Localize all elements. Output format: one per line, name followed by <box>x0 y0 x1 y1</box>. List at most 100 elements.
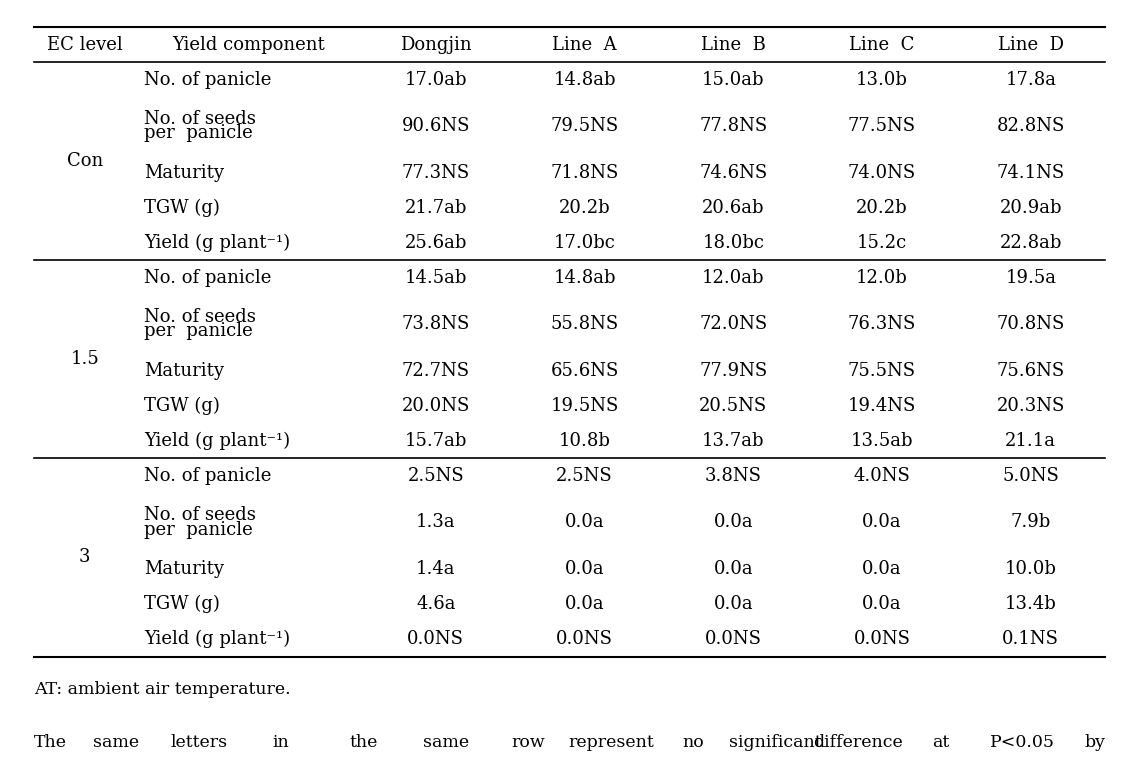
Text: The: The <box>34 733 67 751</box>
Text: No. of panicle: No. of panicle <box>144 269 272 287</box>
Text: TGW (g): TGW (g) <box>144 198 221 217</box>
Text: 3.8NS: 3.8NS <box>705 467 762 485</box>
Text: 4.0NS: 4.0NS <box>854 467 911 485</box>
Text: 12.0ab: 12.0ab <box>702 269 764 287</box>
Text: 1.5: 1.5 <box>70 350 99 369</box>
Text: Line  D: Line D <box>998 35 1064 53</box>
Text: 15.2c: 15.2c <box>857 234 907 251</box>
Text: TGW (g): TGW (g) <box>144 396 221 415</box>
Text: 74.0NS: 74.0NS <box>848 163 916 181</box>
Text: 19.4NS: 19.4NS <box>848 397 916 415</box>
Text: 13.4b: 13.4b <box>1005 595 1056 613</box>
Text: 22.8ab: 22.8ab <box>999 234 1062 251</box>
Text: Line  B: Line B <box>700 35 765 53</box>
Text: 0.0a: 0.0a <box>862 560 902 577</box>
Text: 1.4a: 1.4a <box>416 560 456 577</box>
Text: 82.8NS: 82.8NS <box>997 117 1065 135</box>
Text: Dongjin: Dongjin <box>400 35 472 53</box>
Text: letters: letters <box>171 733 227 751</box>
Text: 90.6NS: 90.6NS <box>401 117 470 135</box>
Text: per  panicle: per panicle <box>144 124 254 143</box>
Text: row: row <box>512 733 546 751</box>
Text: 0.0a: 0.0a <box>713 595 753 613</box>
Text: 13.0b: 13.0b <box>856 71 908 89</box>
Text: the: the <box>349 733 377 751</box>
Text: 76.3NS: 76.3NS <box>848 315 916 333</box>
Text: 75.5NS: 75.5NS <box>848 362 916 379</box>
Text: 0.0NS: 0.0NS <box>854 630 911 648</box>
Text: 20.0NS: 20.0NS <box>401 397 470 415</box>
Text: 0.0a: 0.0a <box>862 513 902 531</box>
Text: represent: represent <box>568 733 654 751</box>
Text: 74.1NS: 74.1NS <box>997 163 1065 181</box>
Text: 17.0ab: 17.0ab <box>405 71 467 89</box>
Text: 0.0NS: 0.0NS <box>705 630 762 648</box>
Text: 77.3NS: 77.3NS <box>401 163 470 181</box>
Text: 20.2b: 20.2b <box>558 199 611 217</box>
Text: P<0.05: P<0.05 <box>990 733 1055 751</box>
Text: Maturity: Maturity <box>144 362 224 379</box>
Text: 74.6NS: 74.6NS <box>699 163 767 181</box>
Text: significant: significant <box>729 733 822 751</box>
Text: per  panicle: per panicle <box>144 322 254 341</box>
Text: Maturity: Maturity <box>144 163 224 181</box>
Text: 0.0NS: 0.0NS <box>556 630 613 648</box>
Text: 15.0ab: 15.0ab <box>702 71 764 89</box>
Text: 14.8ab: 14.8ab <box>554 269 616 287</box>
Text: 72.7NS: 72.7NS <box>401 362 470 379</box>
Text: 18.0bc: 18.0bc <box>703 234 764 251</box>
Text: 77.9NS: 77.9NS <box>699 362 767 379</box>
Text: 21.1a: 21.1a <box>1005 432 1056 449</box>
Text: 0.0a: 0.0a <box>565 560 605 577</box>
Text: 13.5ab: 13.5ab <box>850 432 913 449</box>
Text: 71.8NS: 71.8NS <box>550 163 619 181</box>
Text: 20.2b: 20.2b <box>856 199 907 217</box>
Text: no: no <box>682 733 704 751</box>
Text: by: by <box>1085 733 1105 751</box>
Text: Yield (g plant⁻¹): Yield (g plant⁻¹) <box>144 234 290 252</box>
Text: 73.8NS: 73.8NS <box>401 315 470 333</box>
Text: 14.8ab: 14.8ab <box>554 71 616 89</box>
Text: No. of panicle: No. of panicle <box>144 467 272 485</box>
Text: No. of panicle: No. of panicle <box>144 71 272 89</box>
Text: 0.0NS: 0.0NS <box>407 630 464 648</box>
Text: 21.7ab: 21.7ab <box>405 199 467 217</box>
Text: 19.5NS: 19.5NS <box>550 397 619 415</box>
Text: AT: ambient air temperature.: AT: ambient air temperature. <box>34 681 291 699</box>
Text: Line  C: Line C <box>849 35 914 53</box>
Text: 2.5NS: 2.5NS <box>407 467 464 485</box>
Text: Yield component: Yield component <box>172 35 325 53</box>
Text: 10.8b: 10.8b <box>558 432 611 449</box>
Text: 15.7ab: 15.7ab <box>405 432 467 449</box>
Text: 1.3a: 1.3a <box>416 513 456 531</box>
Text: No. of seeds: No. of seeds <box>144 506 256 524</box>
Text: 20.5NS: 20.5NS <box>699 397 767 415</box>
Text: TGW (g): TGW (g) <box>144 594 221 613</box>
Text: 0.0a: 0.0a <box>713 513 753 531</box>
Text: same: same <box>93 733 140 751</box>
Text: 20.6ab: 20.6ab <box>702 199 764 217</box>
Text: 77.8NS: 77.8NS <box>699 117 767 135</box>
Text: per  panicle: per panicle <box>144 520 254 539</box>
Text: same: same <box>423 733 470 751</box>
Text: EC level: EC level <box>47 35 123 53</box>
Text: 13.7ab: 13.7ab <box>702 432 764 449</box>
Text: 70.8NS: 70.8NS <box>997 315 1065 333</box>
Text: 75.6NS: 75.6NS <box>997 362 1065 379</box>
Text: difference: difference <box>813 733 903 751</box>
Text: No. of seeds: No. of seeds <box>144 109 256 128</box>
Text: Line  A: Line A <box>553 35 617 53</box>
Text: 17.8a: 17.8a <box>1005 71 1056 89</box>
Text: 3: 3 <box>78 548 91 567</box>
Text: Yield (g plant⁻¹): Yield (g plant⁻¹) <box>144 630 290 648</box>
Text: 4.6a: 4.6a <box>416 595 456 613</box>
Text: 20.9ab: 20.9ab <box>999 199 1062 217</box>
Text: 0.0a: 0.0a <box>713 560 753 577</box>
Text: 0.1NS: 0.1NS <box>1003 630 1060 648</box>
Text: 20.3NS: 20.3NS <box>997 397 1065 415</box>
Text: 72.0NS: 72.0NS <box>699 315 767 333</box>
Text: 55.8NS: 55.8NS <box>550 315 619 333</box>
Text: 17.0bc: 17.0bc <box>554 234 615 251</box>
Text: 0.0a: 0.0a <box>565 595 605 613</box>
Text: 5.0NS: 5.0NS <box>1003 467 1060 485</box>
